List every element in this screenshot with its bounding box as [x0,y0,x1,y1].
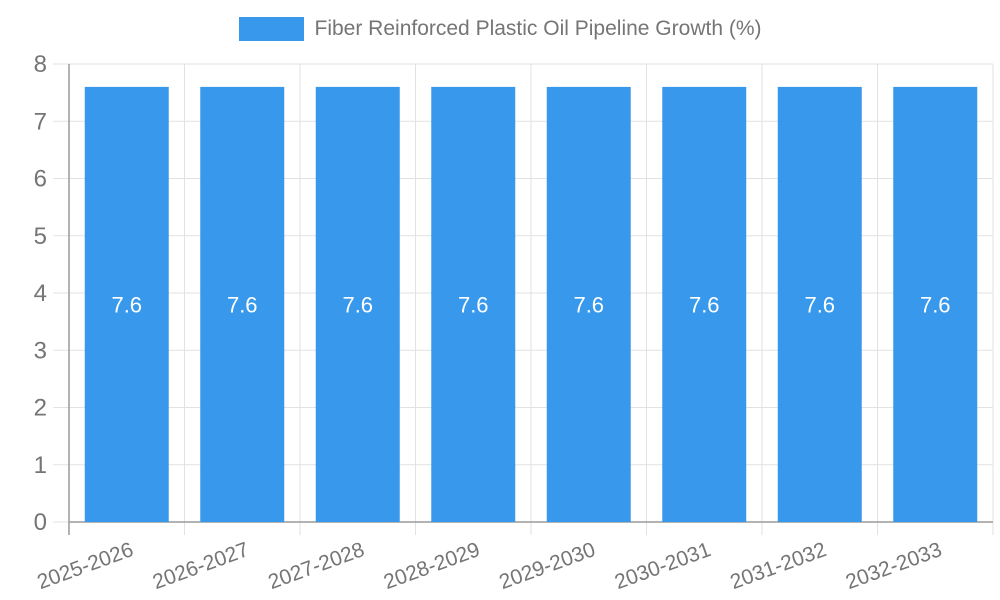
bar[interactable] [893,86,978,523]
x-tick-label: 2030-2031 [612,538,714,594]
y-tick-label: 4 [34,280,47,307]
legend-swatch [238,17,304,41]
x-tick-label: 2031-2032 [727,538,829,594]
bar-value-label: 7.6 [227,292,258,317]
y-tick-label: 3 [34,337,47,364]
x-tick-label: 2026-2027 [150,538,252,594]
bar-value-label: 7.6 [111,292,142,317]
x-tick-label: 2027-2028 [265,538,367,594]
x-tick-label: 2025-2026 [34,538,136,594]
bar-value-label: 7.6 [804,292,835,317]
bar[interactable] [546,86,631,523]
legend[interactable]: Fiber Reinforced Plastic Oil Pipeline Gr… [0,17,1000,41]
bar[interactable] [84,86,169,523]
bar-value-label: 7.6 [689,292,720,317]
bar-value-label: 7.6 [920,292,951,317]
bar[interactable] [200,86,285,523]
bar[interactable] [662,86,747,523]
x-tick-label: 2029-2030 [496,538,598,594]
y-tick-label: 6 [34,166,47,193]
bar[interactable] [315,86,400,523]
bar-value-label: 7.6 [342,292,373,317]
bar-value-label: 7.6 [573,292,604,317]
bar[interactable] [777,86,862,523]
y-tick-label: 5 [34,223,47,250]
y-tick-label: 7 [34,108,47,135]
x-tick-label: 2032-2033 [843,538,945,594]
legend-label: Fiber Reinforced Plastic Oil Pipeline Gr… [314,17,762,40]
bar[interactable] [431,86,516,523]
bar-value-label: 7.6 [458,292,489,317]
x-tick-label: 2028-2029 [381,538,483,594]
y-tick-label: 2 [34,395,47,422]
y-tick-label: 0 [34,509,47,536]
y-tick-label: 8 [34,51,47,78]
y-tick-label: 1 [34,452,47,479]
